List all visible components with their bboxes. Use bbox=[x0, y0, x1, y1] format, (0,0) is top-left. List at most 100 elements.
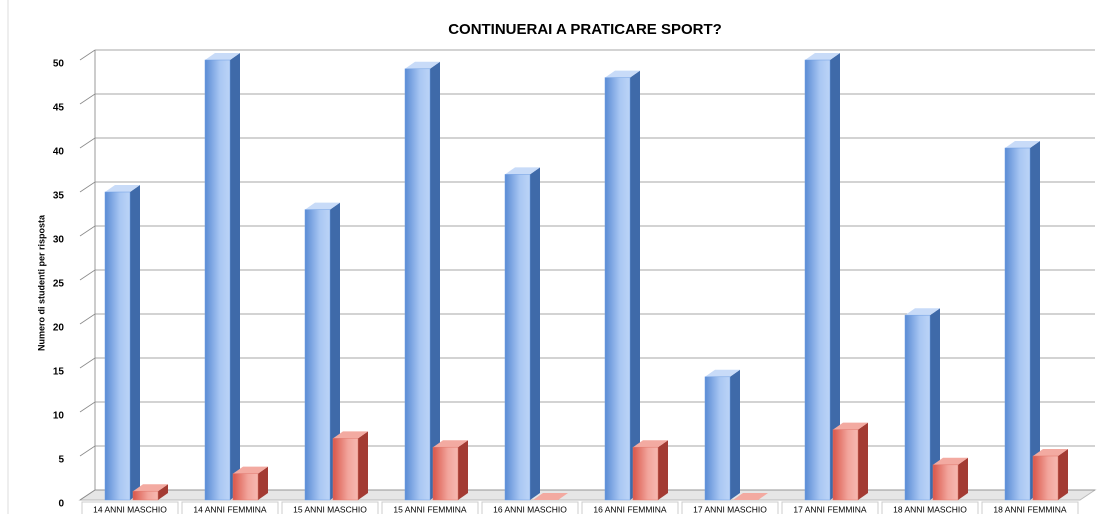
grid-depth bbox=[79, 313, 96, 325]
bar-side bbox=[1058, 449, 1068, 500]
y-tick-label: 20 bbox=[53, 323, 65, 334]
bar bbox=[904, 314, 931, 501]
bar bbox=[1004, 147, 1031, 501]
y-tick-label: 35 bbox=[53, 191, 65, 202]
x-tick-label: 14 ANNI MASCHIO bbox=[93, 504, 167, 514]
grid-depth bbox=[79, 489, 96, 501]
category-box bbox=[681, 501, 779, 514]
bar-side bbox=[1030, 141, 1040, 500]
bar-side bbox=[630, 70, 640, 500]
bar bbox=[632, 446, 659, 501]
bar-top bbox=[505, 167, 540, 175]
category-box bbox=[981, 501, 1079, 514]
bar bbox=[804, 59, 831, 501]
grid-depth bbox=[79, 93, 96, 105]
grid-depth bbox=[79, 225, 96, 237]
bar-top bbox=[733, 493, 768, 500]
category-box bbox=[481, 501, 579, 514]
grid-depth bbox=[79, 49, 96, 61]
x-tick-label: 16 ANNI MASCHIO bbox=[493, 504, 567, 514]
bar bbox=[132, 490, 159, 501]
category-box bbox=[381, 501, 479, 514]
bar-side bbox=[330, 202, 340, 500]
bar bbox=[232, 473, 259, 501]
chart-title: CONTINUERAI A PRATICARE SPORT? bbox=[448, 21, 722, 38]
bar bbox=[104, 191, 131, 501]
bar-top bbox=[833, 422, 868, 430]
category-box bbox=[781, 501, 879, 514]
x-tick-label: 14 ANNI FEMMINA bbox=[193, 504, 267, 514]
category-box bbox=[881, 501, 979, 514]
y-tick-label: 5 bbox=[58, 455, 64, 466]
bar-side bbox=[230, 53, 240, 500]
bar-top bbox=[233, 466, 268, 474]
bar bbox=[932, 464, 959, 501]
category-box bbox=[281, 501, 379, 514]
grid-depth bbox=[79, 357, 96, 369]
x-tick-label: 17 ANNI FEMMINA bbox=[793, 504, 867, 514]
bar-side bbox=[158, 484, 168, 500]
bar bbox=[304, 209, 331, 501]
category-box bbox=[581, 501, 679, 514]
grid-depth bbox=[79, 269, 96, 281]
bar-top bbox=[605, 70, 640, 78]
y-tick-label: 30 bbox=[53, 235, 65, 246]
bar-side bbox=[358, 431, 368, 500]
category-box bbox=[181, 501, 279, 514]
bar bbox=[604, 77, 631, 501]
bar-top bbox=[105, 185, 140, 192]
x-tick-label: 17 ANNI MASCHIO bbox=[693, 504, 767, 514]
bar-side bbox=[658, 440, 668, 500]
y-tick-label: 15 bbox=[53, 367, 65, 378]
bar-top bbox=[1033, 449, 1068, 456]
bar-side bbox=[258, 466, 268, 500]
bar-top bbox=[433, 440, 468, 448]
bar bbox=[204, 59, 231, 501]
x-tick-label: 15 ANNI FEMMINA bbox=[393, 504, 467, 514]
bar-side bbox=[930, 308, 940, 500]
bar-top bbox=[333, 431, 368, 439]
bar bbox=[404, 68, 431, 501]
bar bbox=[1032, 455, 1059, 501]
y-tick-label: 0 bbox=[58, 499, 64, 510]
bar-top bbox=[633, 440, 668, 448]
x-tick-label: 18 ANNI MASCHIO bbox=[893, 504, 967, 514]
bar-side bbox=[430, 61, 440, 501]
y-axis-label: Numero di studenti per risposta bbox=[36, 214, 46, 351]
bar-top bbox=[405, 61, 440, 69]
y-tick-label: 50 bbox=[53, 59, 65, 70]
bar-top bbox=[905, 308, 940, 316]
y-tick-label: 10 bbox=[53, 411, 65, 422]
bar bbox=[832, 429, 859, 501]
bar-top bbox=[705, 369, 740, 377]
grid-depth bbox=[79, 401, 96, 413]
grid-depth bbox=[79, 181, 96, 193]
bar bbox=[504, 174, 531, 501]
bar bbox=[704, 376, 731, 501]
bar-top bbox=[533, 493, 568, 500]
bar-top bbox=[133, 484, 168, 492]
bar-side bbox=[130, 185, 140, 500]
category-box bbox=[81, 501, 179, 514]
bar-side bbox=[858, 422, 868, 500]
grid-depth bbox=[79, 137, 96, 149]
bar-side bbox=[958, 457, 968, 500]
bar-side bbox=[458, 440, 468, 500]
bar bbox=[432, 446, 459, 501]
bar-side bbox=[830, 53, 840, 500]
grid-depth bbox=[79, 445, 96, 457]
x-tick-label: 16 ANNI FEMMINA bbox=[593, 504, 667, 514]
y-tick-label: 45 bbox=[53, 103, 65, 114]
bar-side bbox=[730, 369, 740, 500]
x-tick-label: 18 ANNI FEMMINA bbox=[993, 504, 1067, 514]
bar-top bbox=[205, 53, 240, 60]
y-tick-label: 40 bbox=[53, 147, 65, 158]
bar-top bbox=[933, 457, 968, 465]
bar-top bbox=[1005, 141, 1040, 148]
y-tick-label: 25 bbox=[53, 279, 65, 290]
bar-side bbox=[530, 167, 540, 500]
x-tick-label: 15 ANNI MASCHIO bbox=[293, 504, 367, 514]
bar bbox=[332, 438, 359, 501]
